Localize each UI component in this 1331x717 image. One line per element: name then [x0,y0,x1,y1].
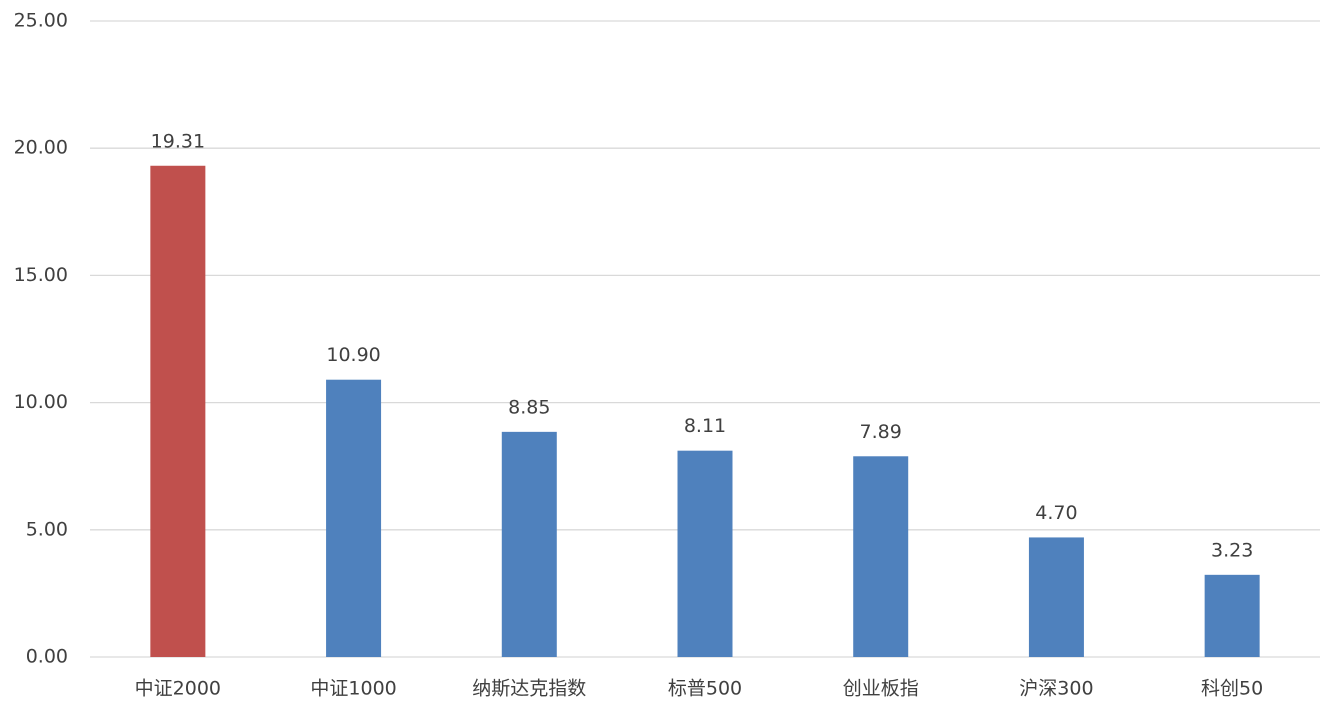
x-tick-label: 中证2000 [135,678,221,700]
value-label: 8.11 [684,415,726,437]
y-tick-label: 20.00 [14,137,68,159]
x-tick-label: 沪深300 [1019,678,1093,700]
y-tick-label: 25.00 [14,10,68,32]
value-label: 8.85 [508,396,550,418]
bar [677,450,733,657]
value-label: 10.90 [326,344,380,366]
y-tick-label: 0.00 [26,646,68,668]
y-tick-label: 15.00 [14,264,68,286]
y-tick-label: 5.00 [26,518,68,540]
value-label: 19.31 [151,130,205,152]
x-tick-label: 纳斯达克指数 [472,678,586,700]
x-tick-label: 科创50 [1201,678,1263,700]
x-tick-label: 标普500 [668,678,742,700]
x-tick-label: 创业板指 [843,678,919,700]
y-tick-label: 10.00 [14,391,68,413]
value-label: 4.70 [1035,502,1077,524]
bar [501,431,557,657]
value-label: 3.23 [1211,539,1253,561]
bar [326,379,382,657]
bar [853,456,909,657]
bar [1028,537,1084,657]
bar [1204,574,1260,657]
value-label: 7.89 [860,421,902,443]
bar [150,165,206,657]
x-tick-label: 中证1000 [310,678,396,700]
